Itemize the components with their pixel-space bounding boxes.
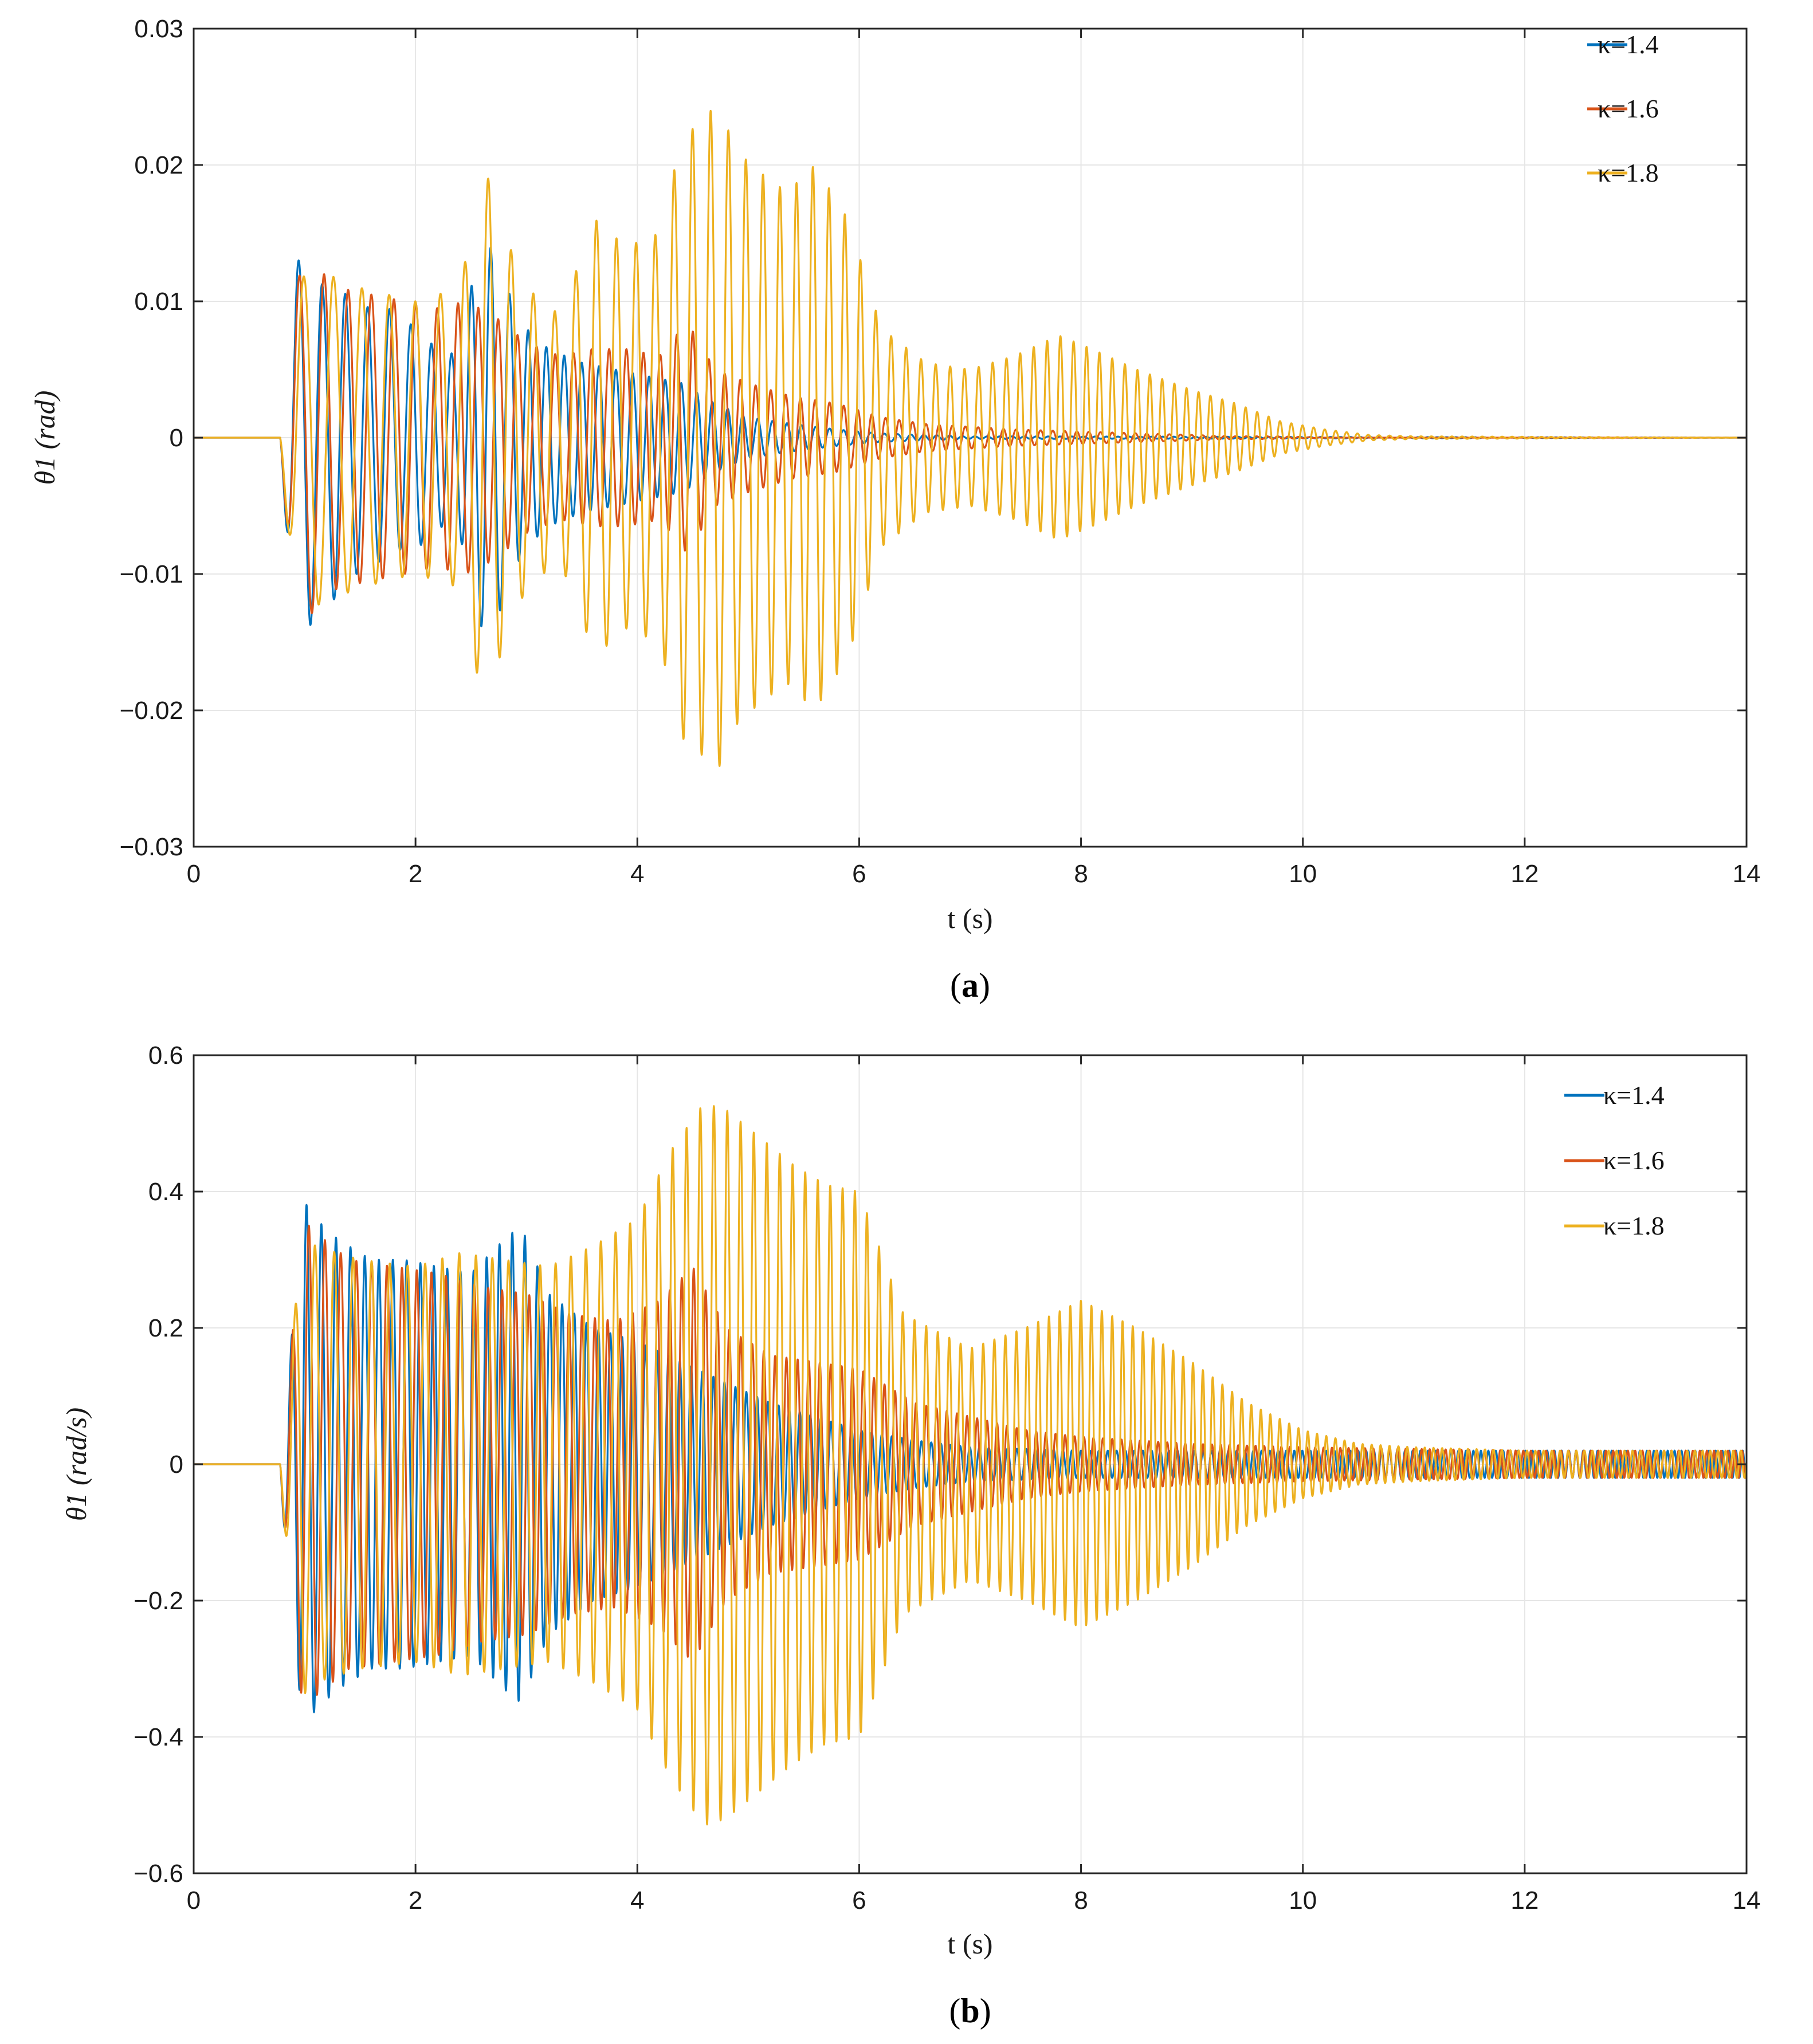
- x-tick-label: 8: [1074, 1886, 1088, 1915]
- chart-panel-a: 0 2 4 6 8 10 12 14 −0.03 −0.02 −0.01 0 0.01 0.02 0.03 t…: [29, 15, 1760, 1004]
- x-tick-label: 2: [409, 1886, 422, 1915]
- x-tick-label: 0: [187, 1886, 201, 1915]
- y-tick-label: −0.02: [120, 697, 183, 725]
- legend-label-3: κ=1.8: [1603, 1211, 1665, 1240]
- x-tick-label: 14: [1733, 860, 1761, 888]
- legend-label-3: κ=1.8: [1598, 158, 1659, 187]
- y-tick-label: 0: [170, 1451, 183, 1479]
- x-tick-label: 10: [1289, 1886, 1317, 1915]
- series-line-2: [194, 273, 1747, 614]
- x-tick-label: 8: [1074, 860, 1088, 888]
- panel-label: (a): [950, 966, 990, 1004]
- x-tick-label: 6: [852, 1886, 866, 1915]
- series-line-3: [194, 1105, 1747, 1826]
- x-tick-label: 4: [630, 1886, 644, 1915]
- x-tick-label: 6: [852, 860, 866, 888]
- x-tick-label: 10: [1289, 860, 1317, 888]
- y-tick-label: 0: [170, 424, 183, 452]
- x-tick-label: 4: [630, 860, 644, 888]
- y-tick-label: −0.6: [134, 1860, 183, 1888]
- x-tick-label: 0: [187, 860, 201, 888]
- y-tick-label: −0.01: [120, 560, 183, 588]
- y-tick-label: 0.6: [148, 1041, 183, 1070]
- x-tick-label: 12: [1510, 1886, 1539, 1915]
- legend-label-1: κ=1.4: [1603, 1080, 1665, 1110]
- x-tick-label: 14: [1733, 1886, 1761, 1915]
- y-tick-label: 0.2: [148, 1314, 183, 1342]
- legend-label-1: κ=1.4: [1598, 30, 1659, 59]
- y-tick-label: 0.4: [148, 1178, 183, 1206]
- panel-label: (b): [949, 1992, 991, 2030]
- y-tick-label: 0.02: [134, 151, 183, 179]
- y-tick-label: 0.03: [134, 15, 183, 43]
- y-tick-label: 0.01: [134, 288, 183, 316]
- x-tick-label: 12: [1510, 860, 1539, 888]
- x-tick-label: 2: [409, 860, 422, 888]
- y-tick-label: −0.2: [134, 1587, 183, 1615]
- chart-panel-b: 0 2 4 6 8 10 12 14 −0.6 −0.4 −0.2 0 0.2 0.4 0.6 t (s) θ̇…: [60, 1041, 1760, 2030]
- legend-label-2: κ=1.6: [1598, 94, 1659, 123]
- y-tick-label: −0.4: [134, 1723, 183, 1751]
- x-axis-label: t (s): [947, 902, 992, 934]
- y-tick-label: −0.03: [120, 833, 183, 861]
- x-axis-label: t (s): [947, 1928, 992, 1960]
- legend-label-2: κ=1.6: [1603, 1146, 1665, 1175]
- y-axis-label: θ̇1 (rad/s): [60, 1408, 92, 1521]
- y-axis-label: θ1 (rad): [29, 391, 61, 485]
- series-line-3: [194, 109, 1747, 767]
